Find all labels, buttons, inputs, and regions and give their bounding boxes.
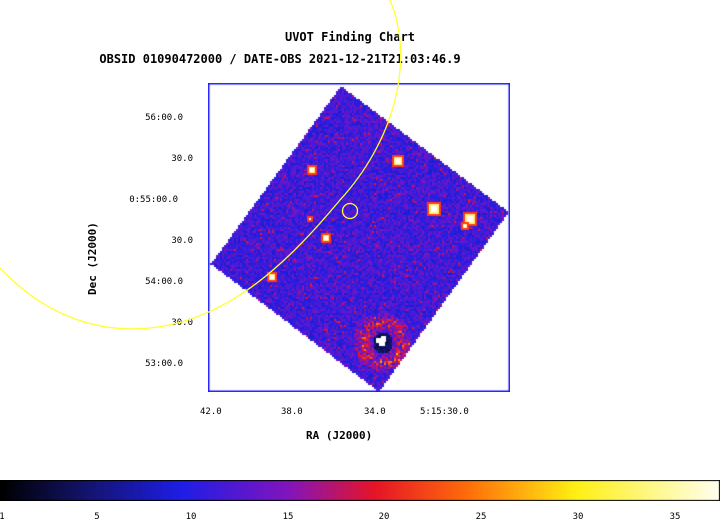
y-axis-label: Dec (J2000) xyxy=(86,182,99,295)
sky-image[interactable] xyxy=(208,83,510,392)
y-tick-label: 30.0 xyxy=(171,154,193,164)
x-tick-label: 42.0 xyxy=(200,407,222,417)
colorbar-tick: 1 xyxy=(0,512,5,522)
x-tick-label: 38.0 xyxy=(281,407,303,417)
colorbar-tick: 20 xyxy=(378,512,390,522)
colorbar-tick: 15 xyxy=(282,512,294,522)
colorbar-tick: 30 xyxy=(572,512,584,522)
colorbar-tick: 25 xyxy=(475,512,487,522)
x-tick-label: 5:15:30.0 xyxy=(420,407,469,417)
colorbar-tick: 5 xyxy=(94,512,100,522)
y-tick-label: 30.0 xyxy=(171,236,193,246)
y-tick-label: 56:00.0 xyxy=(145,113,183,123)
y-axis-label-text: Dec (J2000) xyxy=(86,222,99,295)
x-axis-label: RA (J2000) xyxy=(306,429,373,442)
chart-subtitle: OBSID 01090472000 / DATE-OBS 2021-12-21T… xyxy=(99,52,461,66)
y-tick-label: 53:00.0 xyxy=(145,359,183,369)
y-tick-label: 30.0 xyxy=(171,318,193,328)
colorbar xyxy=(0,480,720,501)
x-tick-label: 34.0 xyxy=(364,407,386,417)
colorbar-tick: 35 xyxy=(669,512,681,522)
chart-title: UVOT Finding Chart xyxy=(284,30,416,44)
colorbar-tick: 10 xyxy=(185,512,197,522)
